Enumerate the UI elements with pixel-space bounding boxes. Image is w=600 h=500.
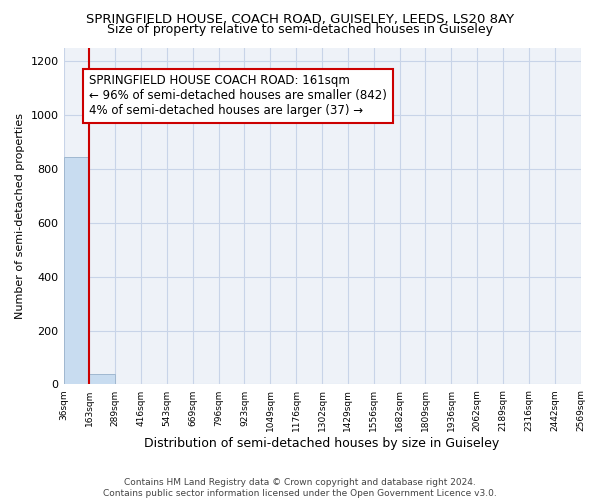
Bar bbox=[89, 374, 115, 384]
Text: Contains HM Land Registry data © Crown copyright and database right 2024.
Contai: Contains HM Land Registry data © Crown c… bbox=[103, 478, 497, 498]
Bar bbox=[64, 158, 89, 384]
Text: SPRINGFIELD HOUSE COACH ROAD: 161sqm
← 96% of semi-detached houses are smaller (: SPRINGFIELD HOUSE COACH ROAD: 161sqm ← 9… bbox=[89, 74, 387, 118]
Text: Size of property relative to semi-detached houses in Guiseley: Size of property relative to semi-detach… bbox=[107, 22, 493, 36]
X-axis label: Distribution of semi-detached houses by size in Guiseley: Distribution of semi-detached houses by … bbox=[145, 437, 500, 450]
Text: SPRINGFIELD HOUSE, COACH ROAD, GUISELEY, LEEDS, LS20 8AY: SPRINGFIELD HOUSE, COACH ROAD, GUISELEY,… bbox=[86, 12, 514, 26]
Y-axis label: Number of semi-detached properties: Number of semi-detached properties bbox=[15, 113, 25, 319]
